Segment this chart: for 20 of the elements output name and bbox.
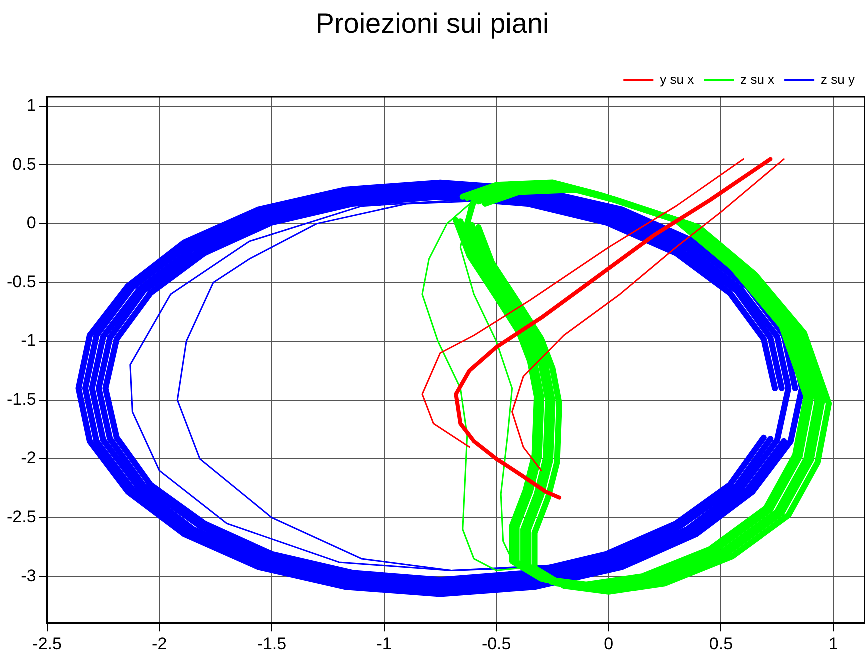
y-tick-label: -2.5 xyxy=(6,507,36,526)
legend-label: z su y xyxy=(821,72,856,88)
y-tick-label: -3 xyxy=(21,566,36,586)
x-tick-label: 1 xyxy=(828,634,838,654)
x-tick-label: -1.5 xyxy=(257,634,287,654)
y-tick-label: 0.5 xyxy=(12,154,36,174)
y-tick-label: 1 xyxy=(26,96,36,116)
y-tick-label: -1 xyxy=(21,331,36,350)
y-tick-label: 0 xyxy=(26,214,36,233)
x-tick-label: 0 xyxy=(604,634,614,654)
x-tick-label: -1 xyxy=(376,634,392,654)
legend-label: y su x xyxy=(660,72,695,88)
x-tick-label: 0.5 xyxy=(709,634,734,654)
x-tick-label: -0.5 xyxy=(482,634,512,654)
y-tick-label: -2 xyxy=(21,448,36,468)
legend-label: z su x xyxy=(740,72,776,88)
x-tick-label: -2 xyxy=(152,634,168,654)
chart-title: Proiezioni sui piani xyxy=(314,8,550,40)
y-tick-label: -1.5 xyxy=(6,390,36,409)
y-tick-label: -0.5 xyxy=(6,272,36,292)
